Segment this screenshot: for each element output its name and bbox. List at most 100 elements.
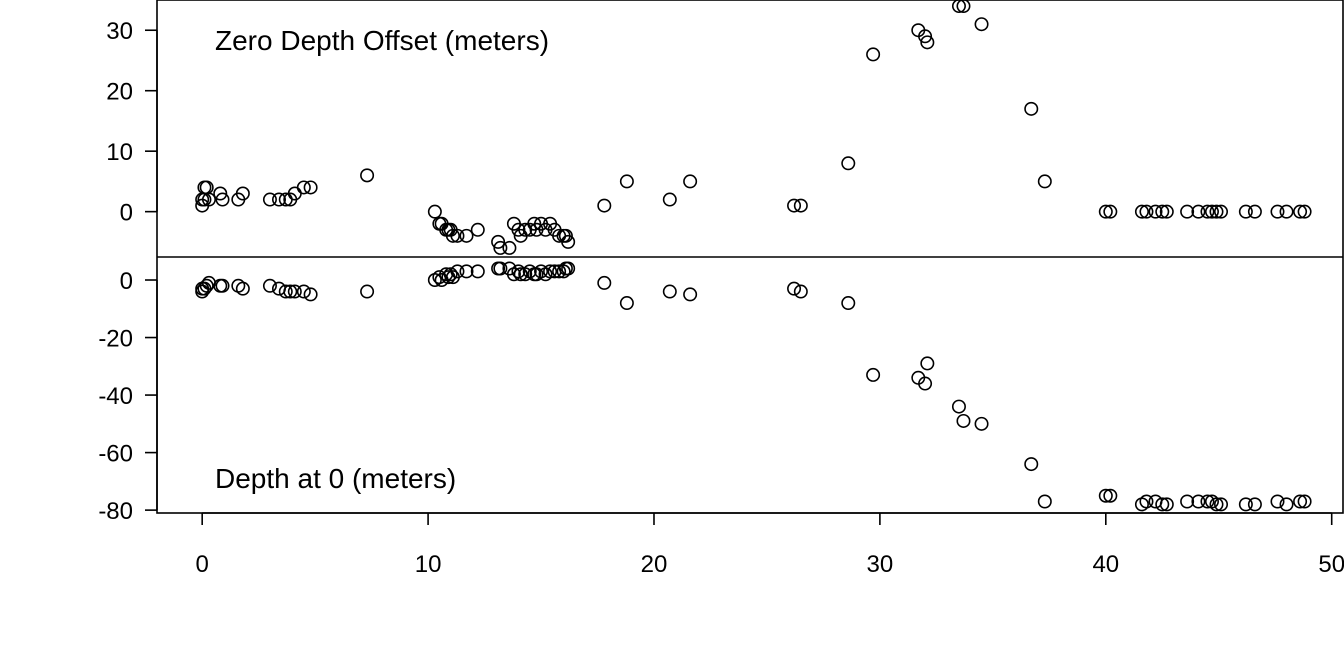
offset-point xyxy=(974,17,989,32)
offset-point xyxy=(470,222,485,237)
depth-point xyxy=(1200,494,1215,509)
offset-point xyxy=(558,228,573,243)
depth-point xyxy=(303,287,318,302)
offset-point xyxy=(493,240,508,255)
offset-point xyxy=(502,240,517,255)
offset-point xyxy=(527,216,542,231)
depth-point xyxy=(1293,494,1308,509)
depth-point xyxy=(262,278,277,293)
depth-point xyxy=(543,264,558,279)
offset-point xyxy=(1148,204,1163,219)
offset-point xyxy=(866,47,881,62)
depth-point xyxy=(920,356,935,371)
bottom-y-tick-label: -60 xyxy=(98,441,133,468)
depth-point xyxy=(1103,488,1118,503)
top-y-tick-label: 10 xyxy=(106,139,133,166)
depth-point xyxy=(787,281,802,296)
depth-point xyxy=(974,416,989,431)
offset-point xyxy=(920,35,935,50)
offset-point xyxy=(1297,204,1312,219)
depth-point xyxy=(1279,497,1294,512)
depth-point xyxy=(841,296,856,311)
depth-point xyxy=(1247,497,1262,512)
offset-point xyxy=(1214,204,1229,219)
depth-point xyxy=(1155,497,1170,512)
offset-point xyxy=(262,192,277,207)
offset-point xyxy=(951,0,966,14)
depth-point xyxy=(918,376,933,391)
offset-point xyxy=(491,234,506,249)
offset-point xyxy=(1098,204,1113,219)
offset-point xyxy=(1103,204,1118,219)
offset-point xyxy=(1247,204,1262,219)
offset-point xyxy=(271,192,286,207)
offset-point xyxy=(459,228,474,243)
offset-point xyxy=(956,0,971,14)
bottom-y-tick-label: -40 xyxy=(98,383,133,410)
depth-point xyxy=(296,284,311,299)
depth-point xyxy=(1098,488,1113,503)
offset-point xyxy=(1139,204,1154,219)
depth-point xyxy=(1270,494,1285,509)
depth-point xyxy=(215,278,230,293)
offset-point xyxy=(683,174,698,189)
depth-point xyxy=(287,284,302,299)
offset-point xyxy=(1200,204,1215,219)
offset-point xyxy=(201,192,216,207)
offset-point xyxy=(427,204,442,219)
x-tick-label: 10 xyxy=(415,551,442,578)
offset-point xyxy=(445,228,460,243)
points-layer xyxy=(195,0,1312,512)
bottom-y-tick-label: 0 xyxy=(120,268,133,295)
depth-point xyxy=(1139,494,1154,509)
offset-point xyxy=(1134,204,1149,219)
offset-point xyxy=(215,192,230,207)
offset-point xyxy=(1204,204,1219,219)
bottom-panel-label: Depth at 0 (meters) xyxy=(215,463,456,494)
top-y-tick-label: 20 xyxy=(106,79,133,106)
depth-point xyxy=(1209,497,1224,512)
depth-point xyxy=(1159,497,1174,512)
depth-point xyxy=(283,284,298,299)
offset-point xyxy=(1279,204,1294,219)
axes: 0 10 20 30 40 50 0 10 20 30 0 -20 -40 -60 -80 xyxy=(98,18,1344,578)
offset-point xyxy=(1037,174,1052,189)
top-y-tick-label: 30 xyxy=(106,18,133,45)
depth-point xyxy=(1238,497,1253,512)
offset-point xyxy=(1180,204,1195,219)
depth-point xyxy=(493,261,508,276)
top-y-tick-label: 0 xyxy=(120,200,133,227)
x-tick-label: 20 xyxy=(641,551,668,578)
depth-point xyxy=(470,264,485,279)
depth-point xyxy=(561,261,576,276)
depth-point xyxy=(1180,494,1195,509)
x-tick-label: 30 xyxy=(867,551,894,578)
offset-point xyxy=(450,228,465,243)
offset-point xyxy=(1238,204,1253,219)
offset-point xyxy=(213,186,228,201)
offset-point xyxy=(511,222,526,237)
x-tick-label: 50 xyxy=(1318,551,1344,578)
depth-point xyxy=(513,267,528,282)
depth-point xyxy=(956,413,971,428)
offset-point xyxy=(360,168,375,183)
depth-point xyxy=(619,296,634,311)
offset-point xyxy=(1270,204,1285,219)
offset-point xyxy=(787,198,802,213)
offset-point xyxy=(235,186,250,201)
top-panel-label: Zero Depth Offset (meters) xyxy=(215,25,549,56)
depth-point xyxy=(511,264,526,279)
depth-point xyxy=(459,264,474,279)
depth-point xyxy=(866,367,881,382)
bottom-y-tick-label: -20 xyxy=(98,326,133,353)
depth-point xyxy=(278,284,293,299)
depth-point xyxy=(683,287,698,302)
offset-point xyxy=(918,29,933,44)
depth-point xyxy=(199,278,214,293)
depth-point xyxy=(597,275,612,290)
x-tick-label: 40 xyxy=(1092,551,1119,578)
offset-point xyxy=(841,156,856,171)
depth-point xyxy=(1191,494,1206,509)
